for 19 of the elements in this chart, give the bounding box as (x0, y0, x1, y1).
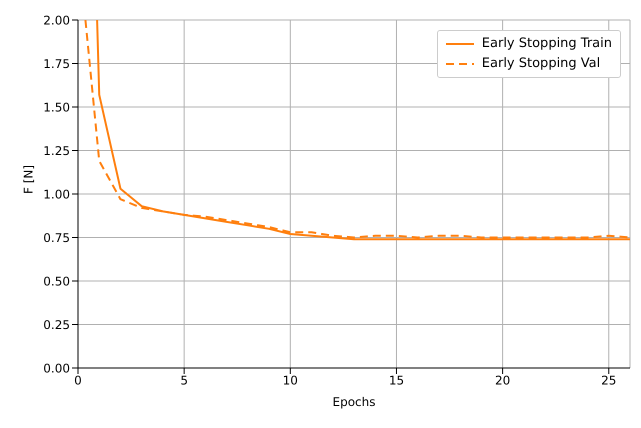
y-axis-title: F [N] (21, 164, 36, 194)
y-tick-label: 0.25 (43, 318, 70, 332)
x-tick-label: 20 (494, 374, 510, 388)
x-tick-label: 10 (282, 374, 298, 388)
x-tick-label: 15 (388, 374, 404, 388)
y-tick-label: 1.00 (43, 187, 70, 202)
y-tick-label: 1.75 (43, 56, 70, 71)
x-tick-label: 5 (180, 374, 188, 388)
legend-label: Early Stopping Train (482, 35, 612, 53)
y-tick-label: 2.00 (43, 13, 70, 28)
legend-label: Early Stopping Val (482, 55, 600, 73)
y-tick-label: 0.50 (43, 274, 70, 288)
x-axis-title: Epochs (332, 395, 376, 409)
y-tick-label: 0.75 (43, 230, 70, 245)
x-tick-label: 25 (601, 374, 616, 388)
y-tick-label: 1.50 (43, 100, 70, 114)
y-tick-label: 1.25 (43, 144, 70, 158)
y-tick-label: 0.00 (43, 361, 70, 376)
x-tick-label: 0 (74, 374, 82, 388)
